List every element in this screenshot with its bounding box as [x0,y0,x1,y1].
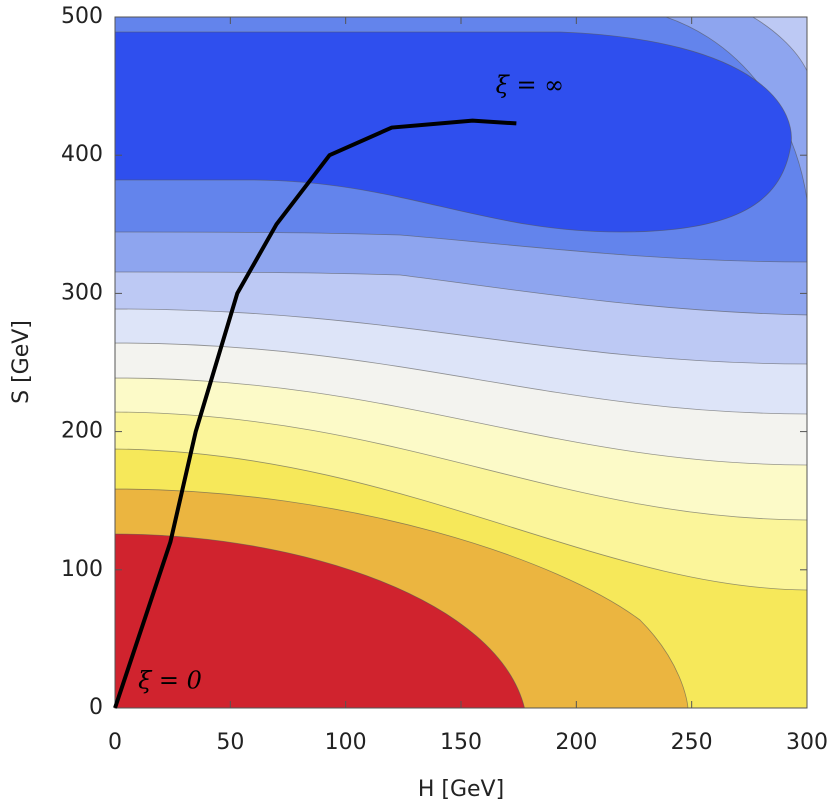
contour-region [115,31,792,233]
y-tick-label: 0 [89,695,103,720]
xi-curve [113,118,517,709]
x-tick-label: 300 [786,730,828,755]
y-tick-label: 400 [61,142,103,167]
x-tick-label: 50 [216,730,244,755]
annotation: ξ = ∞ [496,71,565,99]
y-tick-label: 200 [61,419,103,444]
y-axis-label: S [GeV] [9,320,34,404]
x-tick-label: 150 [440,730,482,755]
x-tick-label: 200 [555,730,597,755]
annotation: ξ = 0 [138,667,202,695]
x-tick-label: 0 [108,730,122,755]
contour-fill [115,17,807,708]
contour-region [115,533,525,708]
x-tick-label: 100 [325,730,367,755]
y-tick-label: 500 [61,4,103,29]
x-axis-label: H [GeV] [418,777,504,802]
y-tick-label: 300 [61,280,103,305]
x-tick-label: 250 [671,730,713,755]
y-tick-label: 100 [61,557,103,582]
